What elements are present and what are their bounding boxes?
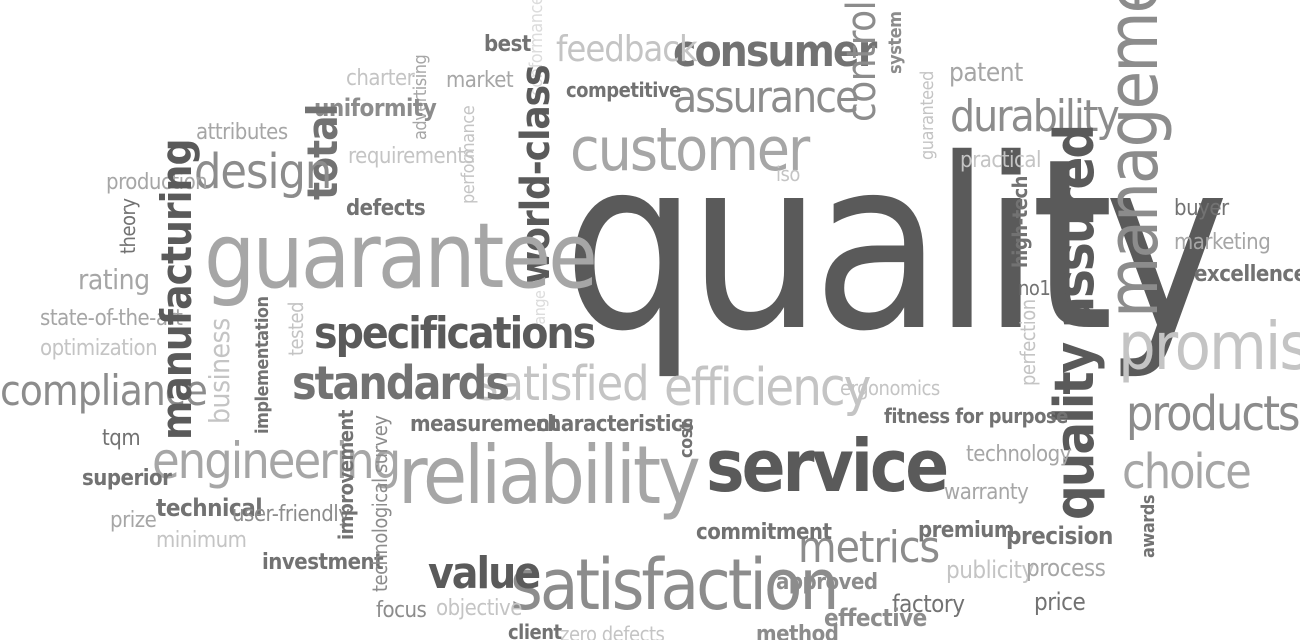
word-technological-survey: technological survey xyxy=(368,415,392,592)
word-implementation: implementation xyxy=(252,296,273,434)
word-quality: quality xyxy=(563,108,1229,383)
word-approved: approved xyxy=(776,570,878,595)
word-marketing: marketing xyxy=(1174,230,1271,255)
word-design: design xyxy=(194,144,332,200)
word-uniformity: uniformity xyxy=(314,94,437,122)
word-ergonomics: ergonomics xyxy=(840,376,940,400)
word-buyer: buyer xyxy=(1174,196,1229,221)
word-efficiency: efficiency xyxy=(664,358,871,418)
word-assurance: assurance xyxy=(673,72,859,123)
word-effective: effective xyxy=(824,604,927,632)
word-minimum: minimum xyxy=(156,528,247,553)
word-perfection: perfection xyxy=(1016,299,1040,386)
word-requirements: requirements xyxy=(348,144,475,169)
word-fitness-for-purpose: fitness for purpose xyxy=(884,404,1068,428)
word-metrics: metrics xyxy=(798,522,940,573)
word-theory: theory xyxy=(116,198,140,254)
word-production: production xyxy=(106,170,208,195)
word-customer: customer xyxy=(570,115,810,185)
word-high-tech: high-tech xyxy=(1008,176,1032,268)
word-charter: charter xyxy=(346,66,415,91)
word-technology: technology xyxy=(966,442,1071,467)
word-no1: no1 xyxy=(1018,276,1051,300)
word-value: value xyxy=(428,548,541,599)
word-superior: superior xyxy=(82,466,172,491)
word-choice: choice xyxy=(1122,444,1252,500)
word-technical: technical xyxy=(156,494,263,522)
word-promise: promise xyxy=(1118,308,1300,385)
word-objective: objective xyxy=(436,596,522,621)
word-competitive: competitive xyxy=(566,78,681,102)
word-patent: patent xyxy=(949,58,1023,88)
word-premium: premium xyxy=(918,518,1014,543)
word-compliance: compliance xyxy=(0,366,208,415)
word-measurement: measurement xyxy=(410,412,559,437)
word-reliability: reliability xyxy=(398,429,701,522)
word-satisfied: satisfied xyxy=(476,356,650,412)
word-improvement: improvement xyxy=(334,410,358,540)
word-prize: prize xyxy=(110,508,157,533)
word-system: system xyxy=(885,11,906,74)
word-factory: factory xyxy=(892,590,965,618)
word-control: control xyxy=(839,0,885,122)
word-rating: rating xyxy=(78,263,150,296)
word-best: best xyxy=(484,32,531,57)
word-optimization: optimization xyxy=(40,336,158,361)
word-characteristics: characteristics xyxy=(536,412,694,437)
word-excellence: excellence xyxy=(1194,262,1300,287)
word-satisfaction: satisfaction xyxy=(510,544,839,626)
word-durability: durability xyxy=(950,91,1120,142)
word-tqm: tqm xyxy=(102,426,141,451)
word-business: business xyxy=(203,318,236,424)
word-engineering: engineering xyxy=(152,432,401,490)
word-awards: awards xyxy=(1138,494,1159,558)
word-feedback: feedback xyxy=(556,29,698,70)
word-practical: practical xyxy=(960,148,1041,173)
word-market: market xyxy=(446,68,514,93)
word-products: products xyxy=(1126,386,1300,442)
word-publicity: publicity xyxy=(946,556,1034,584)
word-consumer: consumer xyxy=(673,26,877,77)
word-price: price xyxy=(1034,588,1086,616)
word-specifications: specifications xyxy=(314,308,596,359)
word-standards: standards xyxy=(292,356,510,410)
word-guaranteed: guaranteed xyxy=(917,71,938,160)
word-state-of-the-art: state-of-the-art xyxy=(40,306,183,331)
word-guarantee: guarantee xyxy=(204,204,598,309)
word-manufacturing: manufacturing xyxy=(152,139,201,440)
word-focus: focus xyxy=(376,598,427,623)
word-method: method xyxy=(756,622,839,640)
word-user-friendly: user-friendly xyxy=(232,502,350,527)
word-warranty: warranty xyxy=(944,480,1029,505)
word-service: service xyxy=(706,424,949,508)
word-iso: iso xyxy=(776,162,800,186)
word-commitment: commitment xyxy=(696,520,832,545)
word-defects: defects xyxy=(346,196,426,221)
word-precision: precision xyxy=(1006,522,1113,550)
word-attributes: attributes xyxy=(196,120,288,145)
word-client: client xyxy=(508,620,562,640)
word-process: process xyxy=(1026,554,1106,582)
word-investment: investment xyxy=(262,550,384,575)
word-tested: tested xyxy=(284,301,308,356)
word-zero-defects: zero defects xyxy=(560,622,665,640)
word-management: management xyxy=(1092,0,1174,318)
